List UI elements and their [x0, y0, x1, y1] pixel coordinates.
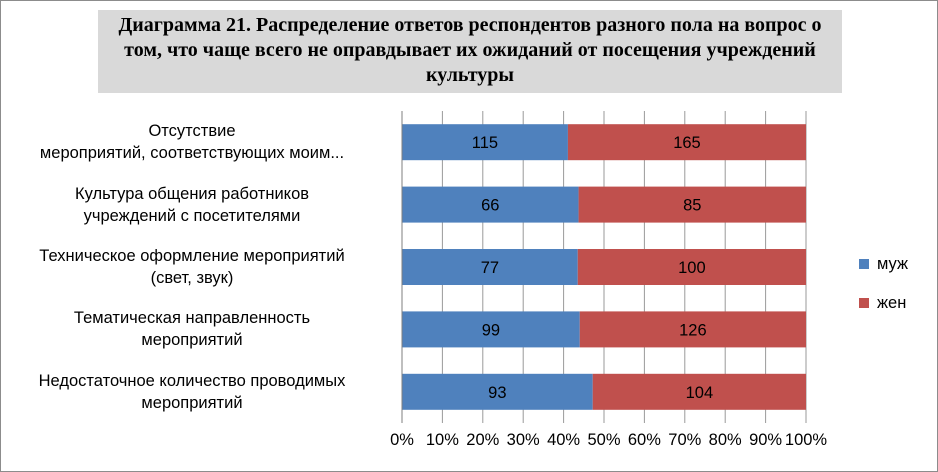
legend-label-female: жен [877, 293, 907, 312]
data-label: 85 [683, 197, 701, 215]
legend-item-female: жен [859, 294, 906, 312]
category-label: Недостаточное количество проводимых мероп… [2, 370, 382, 414]
category-label: Тематическая направленность мероприятий [2, 307, 382, 351]
data-label: 165 [673, 134, 701, 152]
category-label: Культура общения работников учреждений с … [2, 183, 382, 227]
bar-segment-male [402, 249, 578, 285]
category-label-line: Культура общения работников [74, 184, 310, 203]
data-label: 126 [679, 321, 707, 339]
x-tick-label: 90% [749, 431, 782, 449]
bar-segment-male [402, 311, 580, 348]
x-tick-label: 70% [668, 431, 701, 449]
category-label-line: мероприятий, соответствующих моим... [39, 144, 345, 163]
x-tick-label: 30% [507, 431, 540, 449]
x-tick-label: 20% [466, 431, 499, 449]
x-tick-label: 50% [587, 431, 620, 449]
chart-title-box: Диаграмма 21. Распределение ответов респ… [98, 10, 842, 93]
category-label-line: Недостаточное количество проводимых [38, 371, 346, 390]
category-label-line: Тематическая направленность [73, 309, 311, 328]
legend-swatch-male [859, 259, 869, 269]
data-label: 115 [472, 134, 498, 152]
x-tick-label: 10% [426, 431, 459, 449]
x-tick-label: 80% [709, 431, 742, 449]
chart-title: Диаграмма 21. Распределение ответов респ… [118, 14, 822, 86]
x-tick-label: 60% [628, 431, 661, 449]
x-tick-label: 40% [547, 431, 580, 449]
legend-swatch-female [859, 298, 869, 308]
bar-segment-female [577, 249, 806, 285]
category-label-line: учреждений с посетителями [83, 206, 301, 225]
category-label-line: (свет, звук) [150, 269, 234, 287]
category-label: Отсутствие мероприятий, соответствующих м… [2, 120, 382, 164]
data-label: 104 [686, 384, 714, 402]
data-label: 99 [482, 321, 500, 339]
bar-segment-male [402, 124, 568, 161]
category-label-line: Техническое оформление мероприятий [39, 247, 345, 265]
legend-label-male: муж [877, 254, 909, 273]
bar-segment-female [579, 311, 806, 348]
data-label: 93 [488, 384, 506, 402]
category-label-line: мероприятий [141, 393, 243, 412]
category-label-line: Отсутствие [148, 122, 236, 141]
bar-segment-male [402, 373, 593, 410]
bar-segment-female [592, 373, 806, 410]
bar-segment-male [402, 186, 579, 223]
x-tick-label: 0% [390, 431, 414, 449]
data-label: 100 [678, 259, 706, 277]
data-label: 66 [481, 197, 499, 215]
x-tick-label: 100% [785, 431, 828, 449]
legend-item-male: муж [859, 255, 908, 273]
bar-segment-female [578, 186, 806, 223]
data-label: 77 [481, 259, 499, 277]
bar-segment-female [567, 124, 806, 161]
category-label-line: мероприятий [141, 331, 243, 350]
category-label: Техническое оформление мероприятий (свет,… [2, 245, 382, 289]
